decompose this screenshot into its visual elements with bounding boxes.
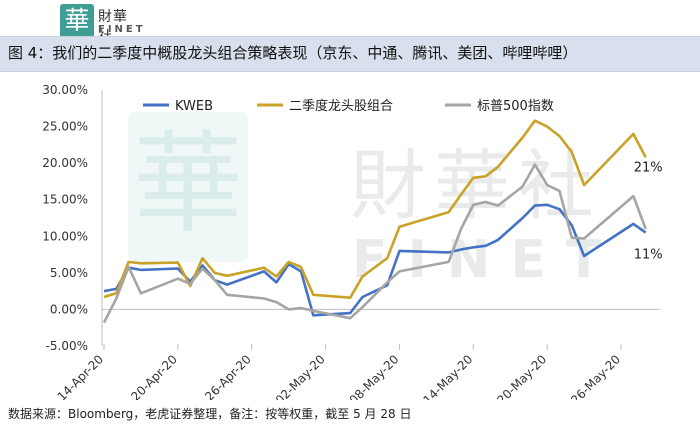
x-tick-label: 02-May-20 (273, 352, 328, 400)
y-tick-label: 25.00% (42, 120, 88, 134)
x-tick-label: 08-May-20 (347, 352, 402, 400)
legend-label-1: KWEB (175, 99, 213, 114)
watermark-seal: 華 (133, 120, 243, 248)
watermark-seal-box (128, 112, 248, 262)
legend-label-2: 二季度龙头股组合 (289, 98, 393, 114)
watermark-name-cn: 財華社 (350, 141, 602, 230)
title-band (0, 36, 700, 72)
chart-legend: KWEB 二季度龙头股组合 标普500指数 (143, 98, 554, 114)
finet-logo: 華 財華社 FINET (60, 4, 143, 45)
series-line-2 (103, 119, 647, 299)
logo-seal: 華 (60, 4, 94, 38)
x-tick-label: 26-May-20 (568, 352, 623, 400)
series-line-3 (102, 163, 647, 324)
watermark: 華財華社FINET (128, 112, 602, 290)
series-line-1 (103, 203, 647, 317)
line-chart: 華財華社FINET 30.00%25.00%20.00%15.00%10.00%… (42, 83, 663, 400)
y-tick-label: 10.00% (42, 229, 88, 243)
y-tick-label: 5.00% (50, 266, 88, 280)
logo-name-en: FINET (98, 24, 146, 35)
source-note: 数据来源：Bloomberg，老虎证券整理，备注：按等权重，截至 5 月 28 … (8, 407, 412, 421)
y-tick-label: 20.00% (42, 156, 88, 170)
x-tick-label: 20-Apr-20 (128, 352, 180, 400)
end-label-1: 11% (634, 248, 663, 263)
chart-series: 11% 21% (102, 119, 663, 324)
chart-title: 图 4：我们的二季度中概股龙头组合策略表现（京东、中通、腾讯、美团、哔哩哔哩） (8, 44, 578, 62)
legend-label-3: 标普500指数 (477, 99, 554, 114)
x-tick-label: 14-Apr-20 (55, 352, 107, 400)
y-tick-label: 0.00% (50, 302, 88, 316)
end-label-2: 21% (634, 160, 663, 175)
y-tick-label: 15.00% (42, 193, 88, 207)
x-tick-label: 26-Apr-20 (202, 352, 254, 400)
y-tick-label: -5.00% (46, 339, 88, 353)
y-tick-label: 30.00% (42, 83, 88, 97)
x-tick-label: 20-May-20 (494, 352, 549, 400)
x-tick-label: 14-May-20 (420, 352, 475, 400)
